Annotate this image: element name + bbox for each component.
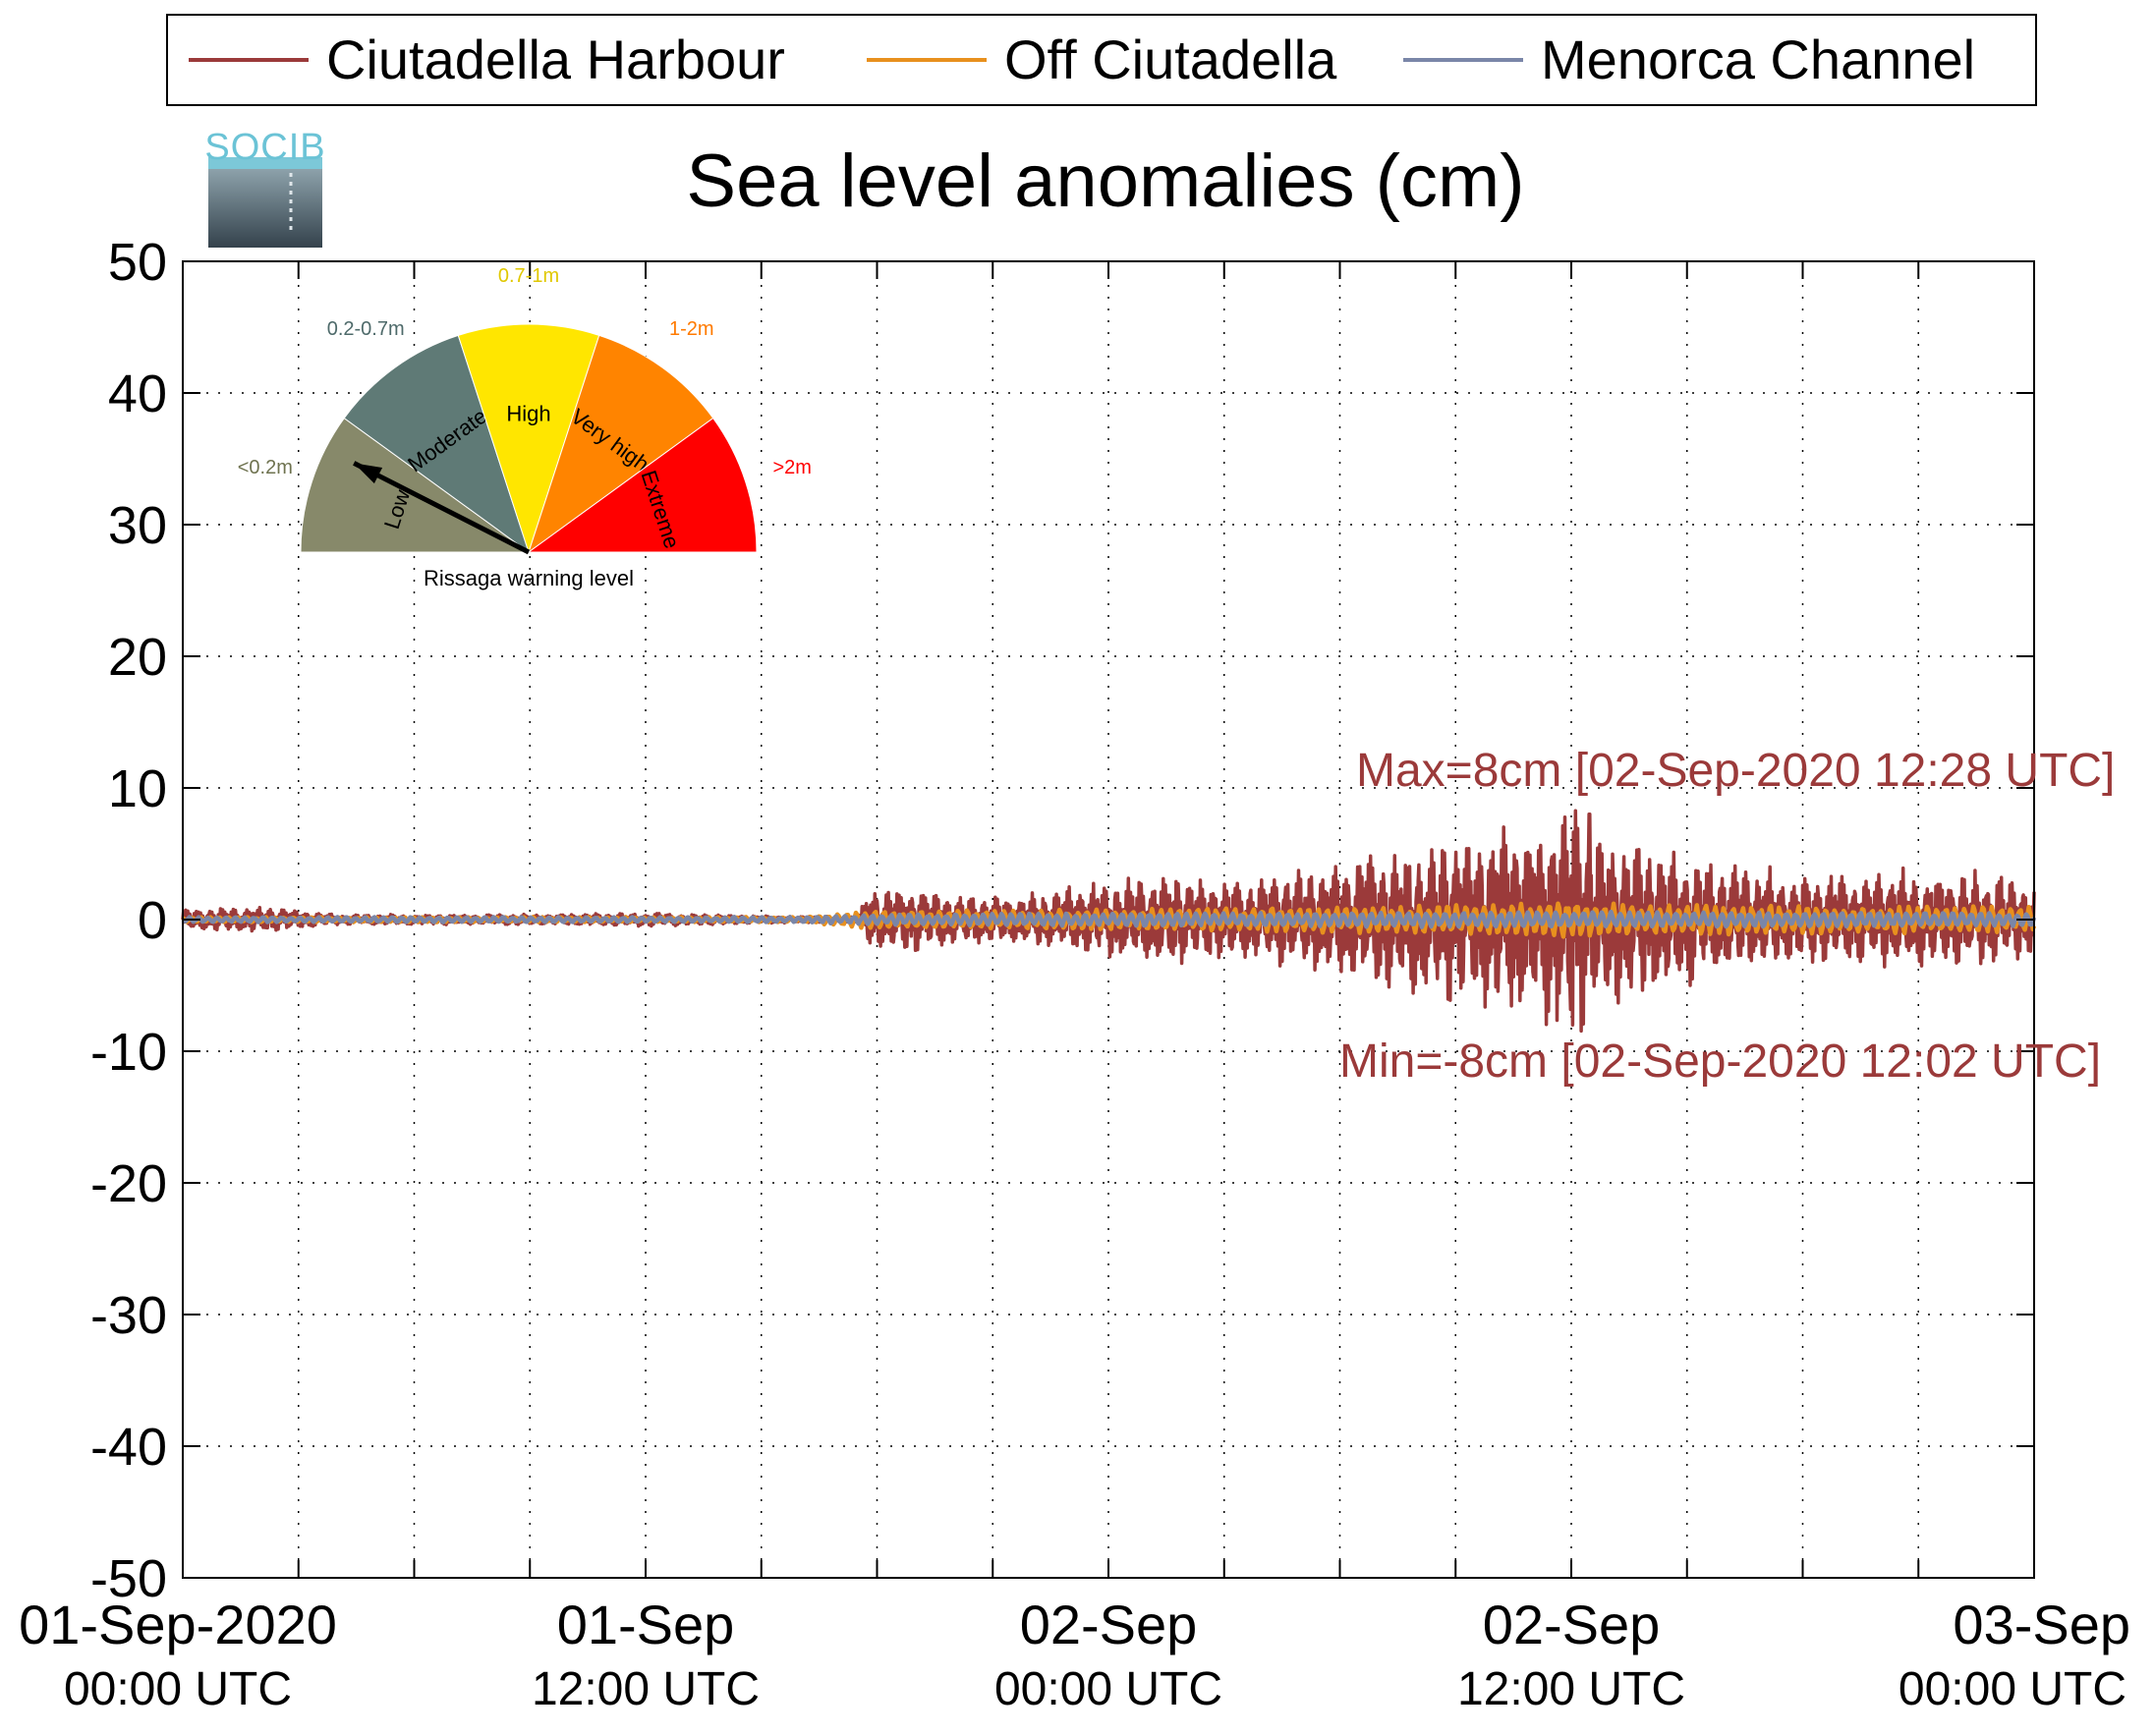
- x-tick-label-time: 00:00 UTC: [1899, 1663, 2126, 1715]
- x-tick-label-date: 03-Sep: [1953, 1594, 2130, 1655]
- y-tick-label: 0: [138, 891, 167, 950]
- series-layer: [181, 809, 2037, 1034]
- max-annotation: Max=8cm [02-Sep-2020 12:28 UTC]: [1356, 745, 2115, 797]
- gauge-range-moderate: 0.2-0.7m: [327, 318, 405, 340]
- legend-box: [166, 14, 2037, 106]
- x-tick-label-date: 02-Sep: [1020, 1594, 1198, 1655]
- x-tick-label-date: 02-Sep: [1483, 1594, 1661, 1655]
- y-tick-label: 10: [108, 759, 167, 818]
- series-menorca-channel: [181, 909, 2037, 929]
- chart-title: Sea level anomalies (cm): [686, 140, 1524, 223]
- x-tick-label-time: 00:00 UTC: [64, 1663, 292, 1715]
- y-tick-label: 40: [108, 364, 167, 423]
- y-tick-label: 30: [108, 496, 167, 555]
- legend-label-ciutadella-harbour: Ciutadella Harbour: [326, 28, 785, 90]
- x-tick-label-time: 12:00 UTC: [532, 1663, 760, 1715]
- socib-logo-block: [208, 167, 322, 248]
- socib-logo-band: [208, 157, 322, 169]
- legend: Ciutadella Harbour Off Ciutadella Menorc…: [166, 14, 2037, 106]
- min-annotation: Min=-8cm [02-Sep-2020 12:02 UTC]: [1339, 1036, 2101, 1088]
- minor-ticks: [297, 261, 1920, 1578]
- gauge-range-low: <0.2m: [238, 457, 293, 478]
- legend-label-off-ciutadella: Off Ciutadella: [1004, 28, 1337, 90]
- y-tick-label: -50: [90, 1549, 167, 1608]
- gauge-segment-moderate: [343, 334, 530, 554]
- gauge-needle-arrowhead: [354, 463, 383, 484]
- socib-logo: SOCIB: [204, 127, 325, 248]
- x-tick-label-date: 01-Sep-2020: [19, 1594, 337, 1655]
- gauge-range-very-high: 1-2m: [669, 318, 714, 340]
- y-tick-label: -40: [90, 1418, 167, 1477]
- gauge-needle: [353, 461, 531, 555]
- legend-label-menorca-channel: Menorca Channel: [1541, 28, 1975, 90]
- y-tick-label: -20: [90, 1154, 167, 1213]
- socib-logo-text: SOCIB: [204, 127, 325, 168]
- y-axis: 50 40 30 20 10 0 -10 -20 -30 -40 -50: [90, 233, 2034, 1608]
- y-tick-label: 20: [108, 628, 167, 687]
- gauge-segment-extreme: [527, 417, 758, 553]
- gauge-range-extreme: >2m: [772, 457, 811, 478]
- x-tick-label-date: 01-Sep: [557, 1594, 735, 1655]
- gauge-segment-low: [300, 417, 531, 553]
- x-tick-label-time: 12:00 UTC: [1457, 1663, 1685, 1715]
- gauge-range-high: 0.7-1m: [498, 265, 559, 287]
- y-tick-label: -30: [90, 1286, 167, 1345]
- gauge-segment-high: [457, 323, 600, 554]
- y-tick-label: 50: [108, 233, 167, 292]
- x-tick-label-time: 00:00 UTC: [994, 1663, 1222, 1715]
- x-axis: 01-Sep-2020 00:00 UTC 01-Sep 12:00 UTC 02-Se…: [19, 1594, 2130, 1715]
- gauge-title: Rissaga warning level: [424, 566, 634, 590]
- gauge-label-high: High: [506, 402, 550, 426]
- gauge-segment-very-high: [528, 334, 714, 554]
- y-tick-label: -10: [90, 1023, 167, 1082]
